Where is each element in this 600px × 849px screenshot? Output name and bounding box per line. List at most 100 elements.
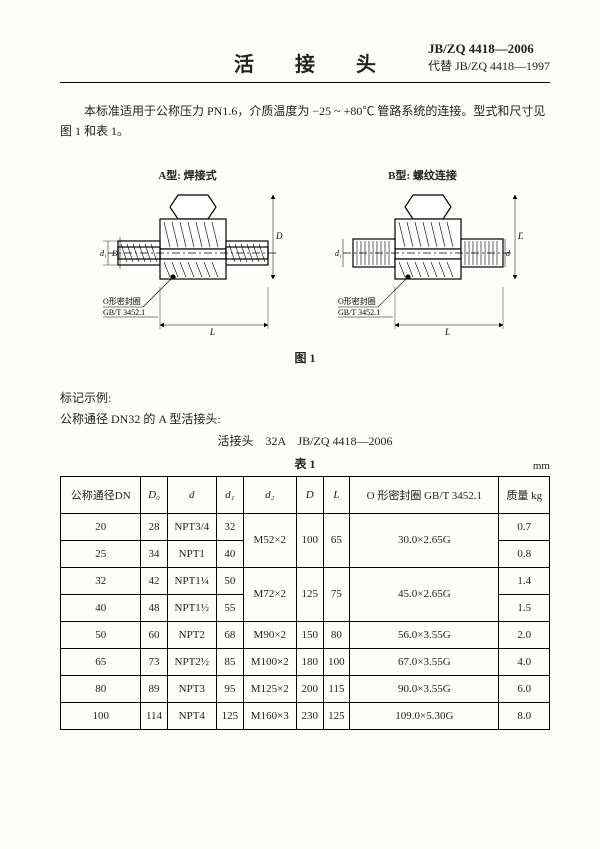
cell: 34	[141, 540, 167, 567]
col-dn: 公称通径DN	[61, 476, 141, 513]
cell: 0.8	[499, 540, 550, 567]
dim-L-b: L	[444, 327, 450, 337]
cell: 230	[296, 702, 323, 729]
cell: 115	[323, 675, 350, 702]
cell: 109.0×5.30G	[350, 702, 499, 729]
cell: 100	[61, 702, 141, 729]
example-heading: 标记示例:	[60, 388, 550, 410]
intro-text: 本标准适用于公称压力 PN1.6，介质温度为 −25 ~ +80℃ 管路系统的连…	[60, 101, 550, 142]
seal-label-b: O形密封圈	[338, 296, 376, 306]
table-row: 100 114 NPT4 125 M160×3 230 125 109.0×5.…	[61, 702, 550, 729]
header: 活 接 头 JB/ZQ 4418—2006 代替 JB/ZQ 4418—1997	[60, 40, 550, 83]
cell: M72×2	[243, 567, 296, 621]
dim-d1-b: d₁	[335, 249, 342, 258]
table-row: 32 42 NPT1¼ 50 M72×2 125 75 45.0×2.65G 1…	[61, 567, 550, 594]
table-header-row: 公称通径DN D₀ d d₁ d₂ D L O 形密封圈 GB/T 3452.1…	[61, 476, 550, 513]
standard-code: JB/ZQ 4418—2006 代替 JB/ZQ 4418—1997	[428, 40, 550, 75]
data-table: 公称通径DN D₀ d d₁ d₂ D L O 形密封圈 GB/T 3452.1…	[60, 476, 550, 730]
cell: 125	[296, 567, 323, 621]
col-d: d	[167, 476, 216, 513]
table-row: 20 28 NPT3/4 32 M52×2 100 65 30.0×2.65G …	[61, 513, 550, 540]
cell: NPT3/4	[167, 513, 216, 540]
col-wt: 质量 kg	[499, 476, 550, 513]
cell: 65	[61, 648, 141, 675]
figure-a-drawing: O形密封圈 GB/T 3452.1 D d₁ D₀ L	[88, 187, 288, 337]
cell: 73	[141, 648, 167, 675]
cell: NPT2	[167, 621, 216, 648]
cell: 25	[61, 540, 141, 567]
cell: 40	[61, 594, 141, 621]
example-line1: 公称通径 DN32 的 A 型活接头:	[60, 409, 550, 431]
cell: 6.0	[499, 675, 550, 702]
dim-d-a: d₁	[100, 249, 107, 258]
cell: 1.5	[499, 594, 550, 621]
cell: 1.4	[499, 567, 550, 594]
cell: 56.0×3.55G	[350, 621, 499, 648]
dim-L-a: L	[209, 327, 215, 337]
cell: 75	[323, 567, 350, 621]
page: 活 接 头 JB/ZQ 4418—2006 代替 JB/ZQ 4418—1997…	[0, 0, 600, 849]
doc-title: 活 接 头	[216, 48, 394, 77]
cell: M125×2	[243, 675, 296, 702]
seal-std-b: GB/T 3452.1	[338, 308, 380, 317]
cell: 89	[141, 675, 167, 702]
table-label-text: 表 1	[294, 457, 315, 471]
cell: 28	[141, 513, 167, 540]
col-L: L	[323, 476, 350, 513]
dim-D-a: D	[275, 231, 283, 241]
cell: 68	[216, 621, 243, 648]
seal-label-a: O形密封圈	[103, 296, 141, 306]
cell: 32	[216, 513, 243, 540]
cell: 90.0×3.55G	[350, 675, 499, 702]
cell: 180	[296, 648, 323, 675]
cell: 30.0×2.65G	[350, 513, 499, 567]
figure-b-caption: B型: 螺纹连接	[323, 167, 523, 183]
dim-D0-a: D₀	[111, 249, 121, 258]
table-row: 50 60 NPT2 68 M90×2 150 80 56.0×3.55G 2.…	[61, 621, 550, 648]
cell: 100	[323, 648, 350, 675]
cell: NPT4	[167, 702, 216, 729]
cell: 4.0	[499, 648, 550, 675]
col-seal: O 形密封圈 GB/T 3452.1	[350, 476, 499, 513]
cell: 60	[141, 621, 167, 648]
cell: NPT2½	[167, 648, 216, 675]
col-D: D	[296, 476, 323, 513]
cell: 48	[141, 594, 167, 621]
cell: 50	[216, 567, 243, 594]
cell: 80	[61, 675, 141, 702]
cell: 2.0	[499, 621, 550, 648]
example-line2: 活接头 32A JB/ZQ 4418—2006	[60, 431, 550, 453]
cell: M52×2	[243, 513, 296, 567]
cell: M160×3	[243, 702, 296, 729]
cell: 40	[216, 540, 243, 567]
figure-label: 图 1	[60, 349, 550, 366]
table-row: 65 73 NPT2½ 85 M100×2 180 100 67.0×3.55G…	[61, 648, 550, 675]
col-d2: d₂	[243, 476, 296, 513]
cell: 32	[61, 567, 141, 594]
table-label: 表 1 mm	[60, 455, 550, 472]
example-block: 标记示例: 公称通径 DN32 的 A 型活接头: 活接头 32A JB/ZQ …	[60, 388, 550, 453]
cell: 100	[296, 513, 323, 567]
col-D0: D₀	[141, 476, 167, 513]
cell: 55	[216, 594, 243, 621]
cell: 42	[141, 567, 167, 594]
cell: 85	[216, 648, 243, 675]
cell: 95	[216, 675, 243, 702]
figure-a: A型: 焊接式	[88, 167, 288, 337]
cell: 114	[141, 702, 167, 729]
cell: M90×2	[243, 621, 296, 648]
code-primary: JB/ZQ 4418—2006	[428, 40, 550, 58]
cell: 20	[61, 513, 141, 540]
figure-b: B型: 螺纹连接	[323, 167, 523, 337]
figures-row: A型: 焊接式	[60, 167, 550, 337]
cell: 50	[61, 621, 141, 648]
col-d1: d₁	[216, 476, 243, 513]
cell: 125	[323, 702, 350, 729]
table-unit: mm	[533, 460, 550, 472]
cell: 8.0	[499, 702, 550, 729]
figure-a-caption: A型: 焊接式	[88, 167, 288, 183]
seal-std-a: GB/T 3452.1	[103, 308, 145, 317]
cell: NPT1½	[167, 594, 216, 621]
cell: 0.7	[499, 513, 550, 540]
dim-d-b: d	[506, 249, 511, 258]
